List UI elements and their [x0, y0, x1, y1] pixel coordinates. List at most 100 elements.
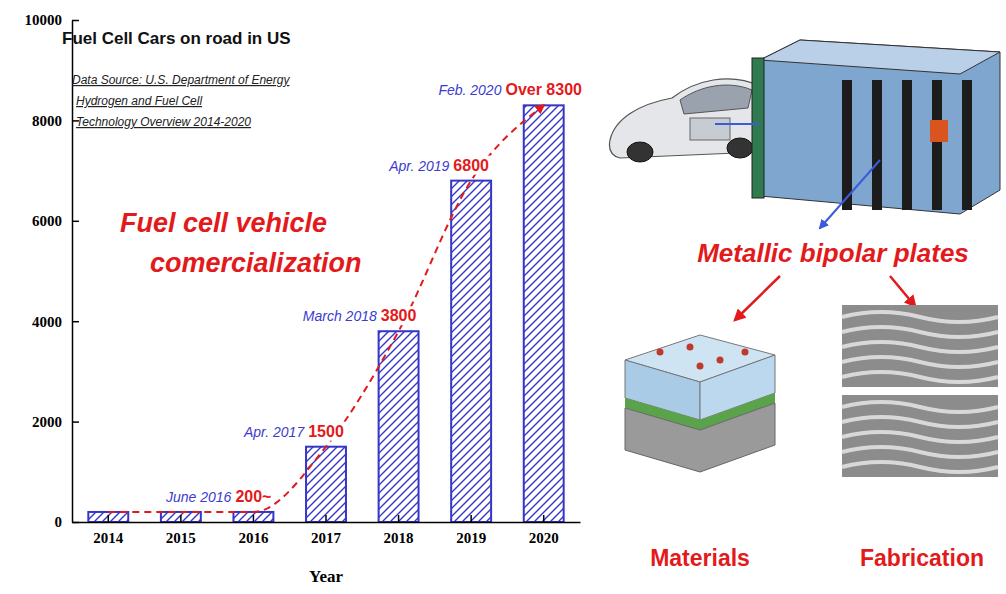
x-tick-mark	[253, 515, 255, 522]
label-patch	[241, 423, 307, 441]
ion	[717, 357, 724, 364]
y-tick-mark	[72, 221, 79, 223]
label-patch	[379, 306, 419, 325]
channel	[842, 357, 998, 367]
x-tick: 2015	[166, 515, 196, 546]
stack-top	[760, 40, 1000, 74]
stack-port	[930, 120, 948, 142]
panel-label: Fabrication	[860, 545, 984, 571]
channel	[842, 432, 998, 442]
x-tick: 2016	[238, 515, 269, 546]
date-label: Apr. 2019	[388, 158, 449, 174]
stack-tie	[902, 80, 912, 210]
connector	[715, 123, 760, 125]
car-window	[680, 85, 752, 114]
red-arrow	[890, 276, 915, 306]
x-axis: 2014201520162017201820192020	[73, 515, 581, 546]
value-label-group: 6800	[451, 156, 491, 175]
y-tick-label: 10000	[25, 12, 63, 28]
bar	[524, 105, 564, 522]
label-patch	[503, 80, 584, 99]
y-tick: 8000	[32, 113, 79, 129]
label-patch	[436, 81, 503, 99]
materials-illustration	[625, 335, 775, 472]
label-patch	[233, 487, 273, 506]
source-note: Data Source: U.S. Department of Energy	[72, 73, 290, 87]
y-tick-label: 6000	[32, 213, 62, 229]
value-label-group: Over 8300	[503, 80, 584, 99]
y-tick: 6000	[32, 213, 79, 229]
annotation: Fuel cell vehicle	[120, 208, 327, 238]
x-tick-mark	[180, 515, 182, 522]
x-tick-mark	[108, 515, 110, 522]
x-tick-label: 2018	[384, 530, 414, 546]
data-label: 1500	[308, 423, 344, 440]
figure: 0200040006000800010000201420152016201720…	[0, 0, 1006, 594]
substrate	[625, 403, 775, 472]
stack-tie	[962, 80, 972, 210]
x-axis-title: Year	[309, 567, 343, 586]
date-label: June 2016	[165, 489, 232, 505]
red-arrow	[735, 276, 780, 320]
photo	[842, 395, 998, 477]
channel	[842, 447, 998, 457]
chart-title: Fuel Cell Cars on road in US	[62, 29, 291, 48]
car-wheel	[627, 142, 653, 162]
ion	[687, 344, 694, 351]
label-patch	[163, 488, 234, 506]
bar	[379, 331, 419, 522]
value-label-group: 200~	[233, 487, 273, 506]
y-tick: 2000	[32, 414, 79, 430]
photo	[842, 305, 998, 387]
trend-line	[108, 105, 543, 512]
stack-tie	[872, 80, 882, 210]
x-tick-mark	[325, 515, 327, 522]
car-illustration	[609, 79, 776, 162]
y-tick-label: 4000	[32, 314, 62, 330]
fabrication-illustration	[842, 305, 998, 477]
x-tick-label: 2020	[529, 530, 559, 546]
data-labels: 200~June 2016 1500Apr. 2017 3800March 2018…	[163, 80, 584, 506]
date-label-group: Apr. 2017	[241, 423, 307, 441]
data-label: 200~	[235, 488, 271, 505]
x-tick-mark	[543, 515, 545, 522]
car-wheel	[727, 138, 753, 158]
annotation: comercialization	[150, 248, 362, 278]
label-patch	[386, 157, 451, 175]
y-tick-label: 8000	[32, 113, 62, 129]
y-axis: 0 2000 4000 6000 8000 10000	[25, 12, 80, 530]
channel	[842, 402, 998, 412]
data-label: Over 8300	[505, 81, 582, 98]
date-label: Feb. 2020	[438, 82, 501, 98]
bar	[233, 512, 273, 522]
value-label-group: 1500	[306, 422, 346, 441]
value-label-group: 3800	[379, 306, 419, 325]
connector-arrow	[820, 160, 880, 228]
y-tick-label: 0	[55, 514, 63, 530]
channel	[842, 312, 998, 322]
data-label: 3800	[381, 307, 417, 324]
y-tick: 10000	[25, 12, 80, 28]
date-label-group: June 2016	[163, 488, 234, 506]
x-tick-label: 2016	[238, 530, 269, 546]
channel	[842, 372, 998, 382]
ion	[697, 363, 704, 370]
car-stack	[690, 118, 730, 140]
bar	[161, 512, 201, 522]
y-tick-mark	[72, 321, 79, 323]
y-tick-label: 2000	[32, 414, 62, 430]
x-tick-mark	[470, 515, 472, 522]
label-patch	[451, 156, 491, 175]
source-note: Technology Overview 2014-2020	[76, 115, 251, 129]
plot-marks	[88, 105, 563, 522]
y-axis-line	[72, 21, 74, 523]
x-tick-label: 2015	[166, 530, 196, 546]
x-tick: 2017	[311, 515, 342, 546]
stack-illustration	[752, 40, 1000, 214]
stack-body	[760, 40, 1000, 214]
label-patch	[306, 422, 346, 441]
ion	[657, 349, 664, 356]
y-tick-mark	[72, 20, 79, 22]
x-tick-label: 2017	[311, 530, 342, 546]
date-label-group: March 2018	[301, 307, 379, 325]
